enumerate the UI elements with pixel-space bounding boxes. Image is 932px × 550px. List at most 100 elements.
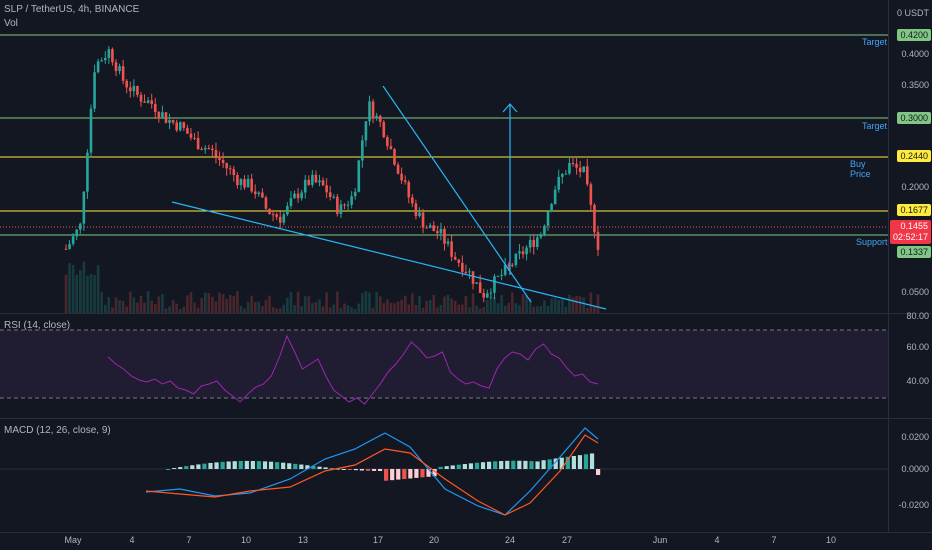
volume-bar [139, 295, 143, 313]
macd-histogram-bar [214, 462, 219, 469]
candle-body [432, 225, 436, 232]
macd-histogram-bar [281, 462, 286, 469]
volume-legend[interactable]: Vol [4, 18, 18, 29]
volume-bar [114, 297, 118, 313]
volume-bar [328, 307, 332, 313]
volume-bar [86, 275, 89, 313]
volume-bar [389, 302, 393, 313]
candle-body [328, 192, 332, 198]
candle-body [443, 228, 446, 244]
rsi-tick-80: 80.00 [906, 311, 929, 321]
macd-histogram-bar [305, 465, 310, 469]
candle-body [221, 159, 225, 164]
macd-histogram-bar [589, 453, 595, 469]
candle-body [585, 166, 589, 185]
volume-bar [96, 265, 100, 313]
volume-bar [296, 291, 300, 313]
volume-bar [303, 296, 307, 313]
macd-axis[interactable]: 0.0200 0.0000 -0.0200 [888, 418, 932, 532]
time-tick-24: 24 [504, 535, 516, 545]
rsi-tick-40: 40.00 [906, 376, 929, 386]
candle-body [311, 174, 314, 185]
candle-body [336, 196, 339, 214]
support-trendline [171, 201, 607, 310]
volume-bar [514, 303, 518, 313]
candle-body [489, 292, 493, 294]
time-tick-7: 7 [186, 535, 192, 545]
target-arrow-head [502, 103, 518, 113]
price-chart[interactable] [0, 0, 888, 313]
candle-body [207, 147, 211, 149]
volume-bar [343, 303, 346, 313]
volume-bar [471, 293, 475, 313]
macd-chart[interactable] [0, 419, 888, 533]
volume-bar [307, 296, 311, 313]
volume-bar [189, 292, 193, 313]
volume-bar [450, 298, 453, 313]
candle-body [428, 225, 432, 228]
volume-bar [443, 296, 446, 313]
candle-body [521, 251, 525, 255]
volume-bar [357, 303, 361, 313]
candle-body [196, 138, 200, 150]
volume-bar [400, 299, 403, 313]
time-tick-jun-7: 7 [771, 535, 777, 545]
rsi-pane[interactable]: RSI (14, close) [0, 313, 888, 419]
macd-histogram-bar [299, 464, 304, 469]
volume-bar [278, 308, 282, 313]
candle-body [446, 241, 450, 244]
volume-bar [225, 299, 228, 313]
candle-body [150, 100, 153, 105]
candle-body [560, 174, 564, 177]
tick-0.4000: 0.4000 [901, 49, 929, 59]
macd-pane[interactable]: MACD (12, 26, close, 9) [0, 418, 888, 533]
candle-body [93, 72, 96, 109]
price-axis[interactable]: 0 USDT 0.4200 0.4000 0.3500 0.3000 0.244… [888, 0, 932, 313]
volume-bar [368, 292, 371, 313]
rsi-tick-60: 60.00 [906, 342, 929, 352]
volume-bar [557, 299, 561, 313]
volume-bar [300, 306, 303, 313]
candle-body [546, 211, 550, 226]
price-pane[interactable]: SLP / TetherUS, 4h, BINANCE Vol Target T… [0, 0, 888, 313]
macd-histogram-bar [583, 454, 589, 469]
candle-body [136, 85, 139, 95]
volume-bar [264, 299, 268, 313]
volume-bar [493, 297, 496, 313]
macd-histogram-bar [450, 465, 455, 469]
time-axis[interactable]: May 4 7 10 13 17 20 24 27 Jun 4 7 10 [0, 532, 932, 550]
candle-body [421, 212, 425, 228]
rsi-legend[interactable]: RSI (14, close) [4, 320, 71, 331]
rsi-chart[interactable] [0, 314, 888, 419]
candle-body [171, 120, 175, 123]
macd-histogram-bar [596, 469, 601, 475]
volume-bar [478, 308, 482, 313]
volume-bar [571, 297, 575, 313]
volume-bar [500, 295, 503, 313]
candle-body [78, 223, 82, 230]
macd-histogram-bar [517, 460, 522, 469]
volume-bar [489, 296, 493, 313]
volume-bar [518, 305, 521, 313]
rsi-axis[interactable]: 80.00 60.00 40.00 [888, 311, 932, 418]
volume-bar [289, 291, 293, 313]
candle-body [200, 149, 203, 151]
candle-body [411, 197, 414, 204]
macd-histogram-bar [268, 461, 274, 469]
candle-body [389, 146, 393, 150]
candle-body [507, 264, 511, 266]
macd-histogram-bar [384, 469, 389, 481]
candle-body [553, 189, 557, 205]
volume-bar [543, 300, 546, 313]
macd-histogram-bar [402, 469, 407, 480]
symbol-legend[interactable]: SLP / TetherUS, 4h, BINANCE [4, 4, 140, 15]
volume-bar [193, 302, 196, 313]
macd-histogram-bar [317, 466, 322, 469]
volume-bar [203, 292, 207, 313]
volume-bar [589, 292, 593, 313]
volume-bar [468, 307, 471, 313]
macd-histogram-bar [178, 467, 183, 469]
volume-bar [393, 303, 396, 313]
volume-bar [428, 300, 432, 313]
macd-legend[interactable]: MACD (12, 26, close, 9) [4, 425, 111, 436]
